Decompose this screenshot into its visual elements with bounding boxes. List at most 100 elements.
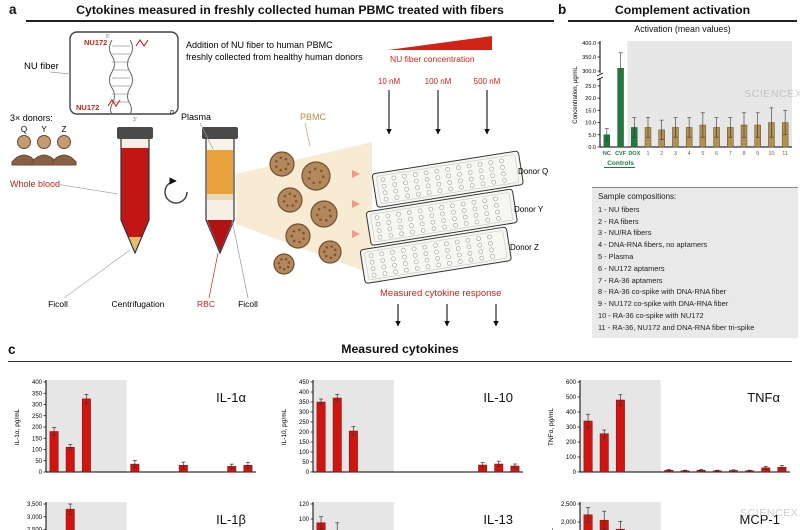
bars	[583, 394, 787, 473]
svg-text:200: 200	[299, 430, 310, 436]
svg-text:25.0: 25.0	[585, 84, 596, 90]
aptamer-zigzag-top-icon	[135, 39, 149, 47]
svg-text:600: 600	[566, 380, 577, 386]
y-axis-title: Concentration, µg/mL	[573, 66, 579, 124]
svg-text:500: 500	[566, 395, 577, 401]
shaded-region	[627, 41, 792, 147]
chart-il10: 0 50 100 150 200 250 300 350 400 450 IL-10, pg/mL I…	[281, 380, 523, 476]
svg-text:250: 250	[299, 420, 310, 426]
y-axis-ticks: 0 50 100 150 200 250 300 350 400 450	[299, 380, 313, 476]
axes	[312, 502, 314, 530]
svg-text:100: 100	[566, 455, 577, 461]
bar	[617, 68, 624, 148]
dose-500nM-label: 500 nM	[474, 77, 501, 86]
panel-a: a Cytokines measured in freshly collecte…	[0, 0, 556, 345]
centrifuge-icon	[164, 177, 188, 204]
donor-letter-z: Z	[62, 125, 67, 134]
svg-text:300: 300	[566, 425, 577, 431]
x-axis-labels: NC CVF DOX 1 2 3 4 5 6 7 8 9 10 11	[603, 151, 788, 157]
bar	[599, 433, 609, 473]
bars	[316, 516, 340, 530]
sample-composition-item: 6 - NU172 aptamers	[598, 263, 665, 273]
y-axis-title: TNFα, pg/mL	[548, 408, 555, 446]
sample-composition-item: 7 - RA-36 aptamers	[598, 275, 663, 285]
plasma-label: Plasma	[181, 112, 211, 122]
separated-blood-tube	[202, 127, 238, 255]
plate-label-donor-q: Donor Q	[518, 167, 548, 176]
watermark: SCIENCEX.COM	[744, 88, 800, 100]
y-axis-ticks: 300.0 350.0 400.0 0.0 5.0 10.0 15.0 20.0 25.0	[582, 41, 600, 151]
panel-c: c Measured cytokines 0 50 100 150 200 250 300 3…	[0, 340, 800, 530]
whole-blood-tube	[117, 127, 153, 255]
bar	[583, 420, 593, 473]
experiment-workflow-diagram: NU172 NU172 5' 3' n NU fiber Addition of…	[10, 31, 548, 327]
svg-text:200: 200	[32, 425, 43, 431]
cytokine-name-label: IL-1α	[216, 390, 246, 405]
svg-text:100: 100	[299, 517, 310, 523]
svg-text:100: 100	[32, 448, 43, 454]
bar	[65, 447, 75, 473]
bar	[49, 431, 59, 473]
pbmc-label: PBMC	[300, 112, 327, 122]
svg-text:7: 7	[729, 151, 732, 157]
svg-text:250: 250	[32, 414, 43, 420]
svg-text:350: 350	[32, 391, 43, 397]
bar	[81, 398, 91, 473]
sample-composition-item: 1 - NU fibers	[598, 204, 640, 214]
panel-b-label: b	[558, 2, 567, 17]
bar	[615, 399, 625, 473]
svg-text:450: 450	[299, 380, 310, 386]
cytokine-name-label: IL-10	[483, 390, 513, 405]
svg-text:400: 400	[299, 390, 310, 396]
flow-arrow-icon	[352, 230, 360, 238]
chart-il1-alpha: 0 50 100 150 200 250 300 350 400 IL-1α, pg/mL IL-1…	[14, 380, 256, 476]
svg-text:350: 350	[299, 400, 310, 406]
panel-c-title: Measured cytokines	[341, 342, 459, 356]
svg-text:150: 150	[32, 436, 43, 442]
svg-text:5.0: 5.0	[588, 133, 596, 139]
aptamer-zigzag-bottom-icon	[107, 99, 121, 107]
nu-fiber-callout-line	[49, 71, 71, 75]
addition-text-line2: freshly collected from healthy human don…	[186, 52, 363, 62]
plate-donor-q	[371, 150, 524, 208]
panel-a-label: a	[9, 2, 17, 17]
whole-blood-callout-line	[55, 183, 119, 195]
svg-text:400: 400	[32, 380, 43, 386]
donors-label: 3× donors:	[10, 113, 53, 123]
aptamer-top-label: NU172	[84, 38, 107, 47]
sample-composition-item: 2 - RA fibers	[598, 216, 639, 226]
svg-text:6: 6	[715, 151, 718, 157]
ficoll-right-callout-line	[231, 219, 249, 299]
chart-tnf-alpha: 0 100 200 300 400 500 600 TNFα, pg/mL TNFα	[548, 380, 790, 476]
svg-text:11: 11	[782, 151, 788, 157]
plate-donor-y	[365, 188, 518, 246]
svg-text:350.0: 350.0	[582, 55, 596, 61]
sample-composition-item: 5 - Plasma	[598, 251, 634, 261]
cytokine-name-label: TNFα	[747, 390, 780, 405]
prime-label-top: 5'	[106, 34, 110, 40]
whole-blood-label: Whole blood	[10, 179, 60, 189]
sample-compositions-header: Sample compositions:	[598, 192, 677, 201]
panel-b: b Complement activation Activation (mean…	[556, 0, 800, 345]
bars	[316, 394, 520, 473]
svg-text:0.0: 0.0	[588, 145, 596, 151]
prime-label-bottom: 3'	[133, 117, 137, 123]
sample-composition-item: 10 - RA-36 co-spike with NU172	[598, 310, 704, 320]
donor-letter-y: Y	[41, 125, 47, 134]
donor-letter-q: Q	[21, 125, 27, 134]
svg-text:2: 2	[660, 151, 663, 157]
watermark: SCIENCEX.COM	[740, 507, 800, 519]
sample-compositions: Sample compositions: 1 - NU fibers 2 - RA…	[592, 187, 798, 338]
sample-flow-beam	[236, 142, 372, 274]
axes	[45, 502, 47, 530]
rbc-label: RBC	[197, 299, 215, 309]
concentration-label: NU fiber concentration	[390, 54, 475, 64]
panel-a-title: Cytokines measured in freshly collected …	[26, 3, 554, 22]
bars	[583, 507, 625, 530]
panel-c-title-rule	[8, 361, 792, 362]
svg-text:3,000: 3,000	[27, 515, 43, 521]
svg-text:300: 300	[299, 410, 310, 416]
pbmc-cells	[269, 151, 342, 275]
